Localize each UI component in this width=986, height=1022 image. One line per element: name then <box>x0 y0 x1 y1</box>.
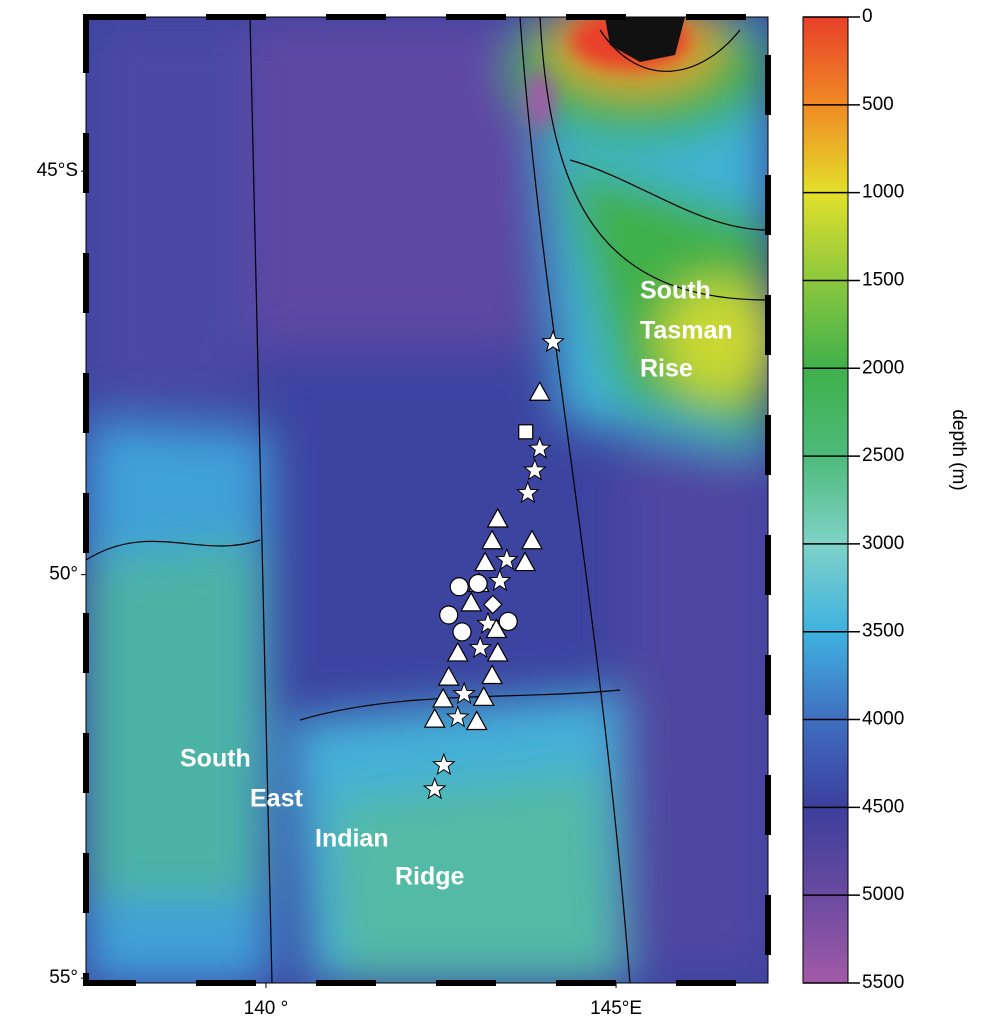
circle-marker <box>469 575 487 593</box>
colorbar-tick-label: 500 <box>862 94 894 115</box>
region-label: South <box>640 277 711 305</box>
region-label: Tasman <box>640 317 733 345</box>
region-label: East <box>250 785 303 813</box>
colorbar-tick-label: 3500 <box>862 621 904 642</box>
colorbar-tick-label: 0 <box>862 6 873 27</box>
region-label: Indian <box>315 825 389 853</box>
y-tick-label: 45°S <box>37 160 78 181</box>
y-tick-label: 55° <box>49 967 78 988</box>
circle-marker <box>440 606 458 624</box>
colorbar-tick-label: 2000 <box>862 357 904 378</box>
colorbar-tick-label: 1000 <box>862 182 904 203</box>
x-tick-label: 145°E <box>590 998 642 1019</box>
region-label: Rise <box>640 355 693 383</box>
colorbar-tick-label: 5500 <box>862 972 904 993</box>
y-tick-label: 50° <box>49 564 78 585</box>
colorbar <box>803 17 848 983</box>
circle-marker <box>453 623 471 641</box>
circle-marker <box>450 578 468 596</box>
colorbar-tick-label: 4500 <box>862 796 904 817</box>
square-marker <box>519 425 533 439</box>
circle-marker <box>499 612 517 630</box>
x-tick-label: 140 ° <box>244 998 289 1019</box>
colorbar-tick-label: 2500 <box>862 445 904 466</box>
colorbar-tick-label: 4000 <box>862 709 904 730</box>
region-label: Ridge <box>395 863 465 891</box>
colorbar-tick-label: 3000 <box>862 533 904 554</box>
colorbar-tick-label: 1500 <box>862 269 904 290</box>
region-label: South <box>180 745 251 773</box>
colorbar-tick-label: 5000 <box>862 884 904 905</box>
map-figure: depth (m) 140 ° 145°E 45°S 50° 55° 0 500 1000 15… <box>0 0 986 1022</box>
bathymetry <box>86 0 780 983</box>
colorbar-label: depth (m) <box>948 409 969 490</box>
